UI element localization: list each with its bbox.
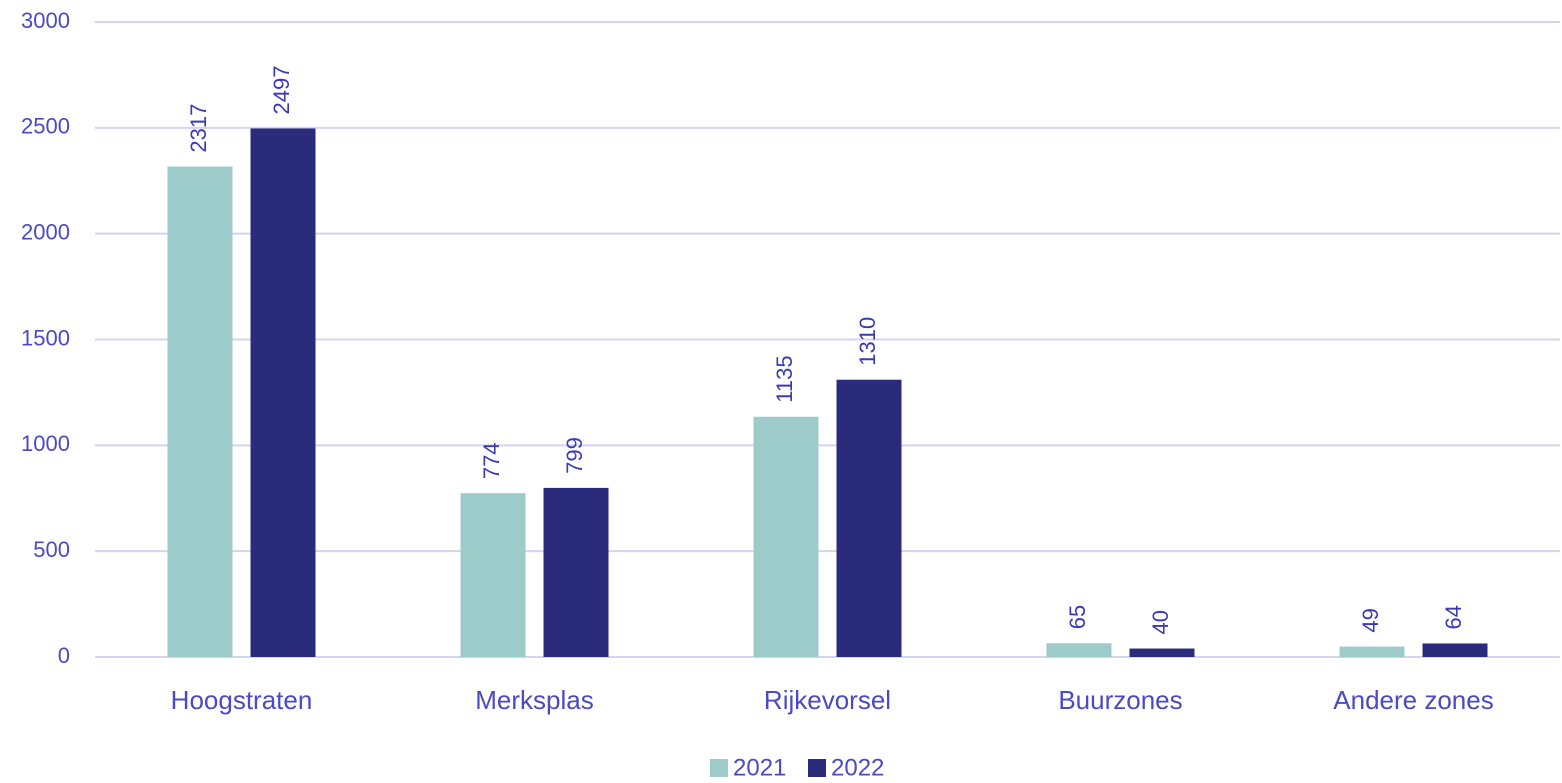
x-tick-label: Hoogstraten <box>171 685 313 715</box>
bar <box>1422 643 1488 657</box>
x-tick-label: Andere zones <box>1333 685 1493 715</box>
data-label: 40 <box>1148 610 1173 634</box>
y-tick-label: 3000 <box>21 8 70 33</box>
bar <box>836 379 902 657</box>
bar <box>250 128 316 658</box>
y-tick-label: 1500 <box>21 325 70 350</box>
x-tick-label: Merksplas <box>475 685 593 715</box>
y-tick-label: 1000 <box>21 431 70 456</box>
legend-label: 2022 <box>831 754 884 781</box>
legend-swatch <box>710 759 728 777</box>
bar <box>460 493 526 657</box>
legend-swatch <box>808 759 826 777</box>
data-label: 65 <box>1065 605 1090 629</box>
x-tick-label: Buurzones <box>1058 685 1182 715</box>
y-tick-label: 2500 <box>21 114 70 139</box>
data-label: 1135 <box>772 355 797 402</box>
legend-label: 2021 <box>733 754 786 781</box>
data-label: 2497 <box>269 66 294 115</box>
bar <box>543 487 609 657</box>
bar <box>1129 648 1195 657</box>
data-label: 774 <box>479 442 504 479</box>
bar <box>167 166 233 657</box>
data-label: 1310 <box>855 317 880 366</box>
bar <box>1046 643 1112 657</box>
bar <box>1339 646 1405 657</box>
bar <box>753 416 819 657</box>
data-label: 2317 <box>186 104 211 153</box>
y-tick-label: 500 <box>33 537 70 562</box>
data-label: 64 <box>1441 605 1466 629</box>
y-tick-label: 2000 <box>21 219 70 244</box>
data-label: 799 <box>562 437 587 474</box>
data-label: 49 <box>1358 608 1383 632</box>
x-tick-label: Rijkevorsel <box>764 685 891 715</box>
y-tick-label: 0 <box>58 643 70 668</box>
